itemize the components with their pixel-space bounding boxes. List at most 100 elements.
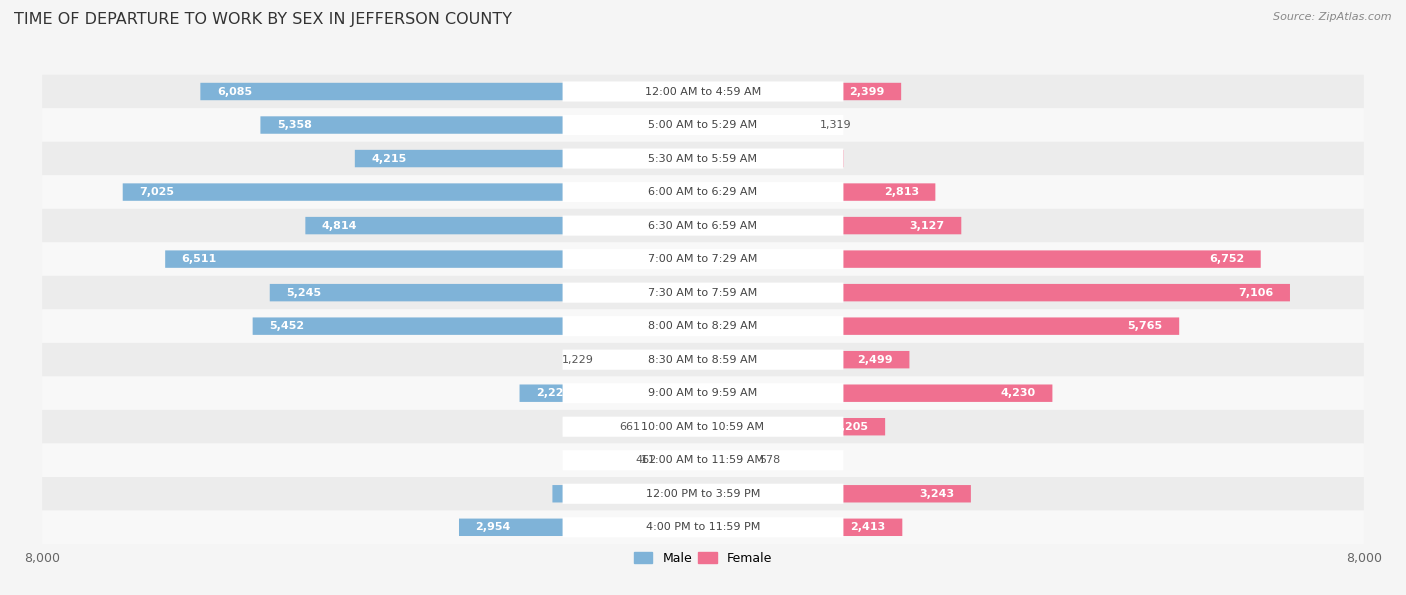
Text: 4,215: 4,215 <box>371 154 406 164</box>
Text: 2,221: 2,221 <box>536 388 571 398</box>
FancyBboxPatch shape <box>562 182 844 202</box>
Text: 8:00 AM to 8:29 AM: 8:00 AM to 8:29 AM <box>648 321 758 331</box>
Text: Source: ZipAtlas.com: Source: ZipAtlas.com <box>1274 12 1392 22</box>
Text: 5,245: 5,245 <box>287 287 322 298</box>
Text: 3,243: 3,243 <box>920 488 955 499</box>
FancyBboxPatch shape <box>703 250 1261 268</box>
FancyBboxPatch shape <box>165 250 703 268</box>
FancyBboxPatch shape <box>703 384 1053 402</box>
FancyBboxPatch shape <box>562 383 844 403</box>
FancyBboxPatch shape <box>201 83 703 100</box>
Text: 2,399: 2,399 <box>849 86 884 96</box>
FancyBboxPatch shape <box>562 316 844 336</box>
FancyBboxPatch shape <box>42 377 1364 410</box>
FancyBboxPatch shape <box>42 343 1364 377</box>
FancyBboxPatch shape <box>42 75 1364 108</box>
Text: 2,499: 2,499 <box>858 355 893 365</box>
Text: 6,085: 6,085 <box>217 86 252 96</box>
Text: 2,813: 2,813 <box>884 187 920 197</box>
FancyBboxPatch shape <box>42 108 1364 142</box>
Text: 1,823: 1,823 <box>569 488 605 499</box>
FancyBboxPatch shape <box>703 150 844 167</box>
Text: 12:00 PM to 3:59 PM: 12:00 PM to 3:59 PM <box>645 488 761 499</box>
FancyBboxPatch shape <box>703 318 1180 335</box>
FancyBboxPatch shape <box>562 484 844 504</box>
FancyBboxPatch shape <box>703 452 751 469</box>
FancyBboxPatch shape <box>703 351 910 368</box>
FancyBboxPatch shape <box>553 485 703 503</box>
Text: 7,025: 7,025 <box>139 187 174 197</box>
Text: 6:30 AM to 6:59 AM: 6:30 AM to 6:59 AM <box>648 221 758 231</box>
FancyBboxPatch shape <box>703 519 903 536</box>
Text: 5,358: 5,358 <box>277 120 312 130</box>
Text: 11:00 AM to 11:59 AM: 11:00 AM to 11:59 AM <box>641 455 765 465</box>
Text: 3,127: 3,127 <box>910 221 945 231</box>
FancyBboxPatch shape <box>42 176 1364 209</box>
FancyBboxPatch shape <box>703 485 972 503</box>
Text: 5,765: 5,765 <box>1128 321 1163 331</box>
Text: 7:30 AM to 7:59 AM: 7:30 AM to 7:59 AM <box>648 287 758 298</box>
Text: 1,701: 1,701 <box>792 154 827 164</box>
FancyBboxPatch shape <box>665 452 703 469</box>
FancyBboxPatch shape <box>703 183 935 201</box>
Text: TIME OF DEPARTURE TO WORK BY SEX IN JEFFERSON COUNTY: TIME OF DEPARTURE TO WORK BY SEX IN JEFF… <box>14 12 512 27</box>
FancyBboxPatch shape <box>42 276 1364 309</box>
FancyBboxPatch shape <box>42 242 1364 276</box>
FancyBboxPatch shape <box>562 350 844 369</box>
Text: 2,205: 2,205 <box>834 422 869 432</box>
FancyBboxPatch shape <box>703 418 886 436</box>
Text: 6:00 AM to 6:29 AM: 6:00 AM to 6:29 AM <box>648 187 758 197</box>
FancyBboxPatch shape <box>354 150 703 167</box>
Text: 1,319: 1,319 <box>820 120 852 130</box>
FancyBboxPatch shape <box>458 519 703 536</box>
FancyBboxPatch shape <box>42 443 1364 477</box>
FancyBboxPatch shape <box>648 418 703 436</box>
Text: 4:00 PM to 11:59 PM: 4:00 PM to 11:59 PM <box>645 522 761 533</box>
Text: 4,230: 4,230 <box>1001 388 1036 398</box>
FancyBboxPatch shape <box>253 318 703 335</box>
Text: 6,752: 6,752 <box>1209 254 1244 264</box>
Text: 5:30 AM to 5:59 AM: 5:30 AM to 5:59 AM <box>648 154 758 164</box>
FancyBboxPatch shape <box>562 149 844 168</box>
Text: 462: 462 <box>636 455 657 465</box>
FancyBboxPatch shape <box>520 384 703 402</box>
FancyBboxPatch shape <box>42 309 1364 343</box>
FancyBboxPatch shape <box>703 83 901 100</box>
FancyBboxPatch shape <box>42 410 1364 443</box>
Text: 5:00 AM to 5:29 AM: 5:00 AM to 5:29 AM <box>648 120 758 130</box>
FancyBboxPatch shape <box>562 416 844 437</box>
FancyBboxPatch shape <box>270 284 703 301</box>
Text: 4,814: 4,814 <box>322 221 357 231</box>
FancyBboxPatch shape <box>305 217 703 234</box>
Text: 2,954: 2,954 <box>475 522 510 533</box>
FancyBboxPatch shape <box>260 116 703 134</box>
FancyBboxPatch shape <box>562 215 844 236</box>
FancyBboxPatch shape <box>562 450 844 470</box>
FancyBboxPatch shape <box>703 284 1289 301</box>
Text: 5,452: 5,452 <box>269 321 304 331</box>
FancyBboxPatch shape <box>562 249 844 269</box>
FancyBboxPatch shape <box>562 283 844 303</box>
FancyBboxPatch shape <box>42 511 1364 544</box>
Text: 661: 661 <box>619 422 640 432</box>
FancyBboxPatch shape <box>703 217 962 234</box>
FancyBboxPatch shape <box>42 142 1364 176</box>
FancyBboxPatch shape <box>562 517 844 537</box>
Text: 2,413: 2,413 <box>851 522 886 533</box>
FancyBboxPatch shape <box>122 183 703 201</box>
Text: 7:00 AM to 7:29 AM: 7:00 AM to 7:29 AM <box>648 254 758 264</box>
FancyBboxPatch shape <box>42 477 1364 511</box>
Text: 8:30 AM to 8:59 AM: 8:30 AM to 8:59 AM <box>648 355 758 365</box>
Legend: Male, Female: Male, Female <box>628 547 778 569</box>
FancyBboxPatch shape <box>602 351 703 368</box>
FancyBboxPatch shape <box>562 82 844 102</box>
Text: 578: 578 <box>759 455 780 465</box>
Text: 9:00 AM to 9:59 AM: 9:00 AM to 9:59 AM <box>648 388 758 398</box>
Text: 7,106: 7,106 <box>1239 287 1274 298</box>
FancyBboxPatch shape <box>562 115 844 135</box>
FancyBboxPatch shape <box>703 116 811 134</box>
Text: 10:00 AM to 10:59 AM: 10:00 AM to 10:59 AM <box>641 422 765 432</box>
FancyBboxPatch shape <box>42 209 1364 242</box>
Text: 12:00 AM to 4:59 AM: 12:00 AM to 4:59 AM <box>645 86 761 96</box>
Text: 1,229: 1,229 <box>561 355 593 365</box>
